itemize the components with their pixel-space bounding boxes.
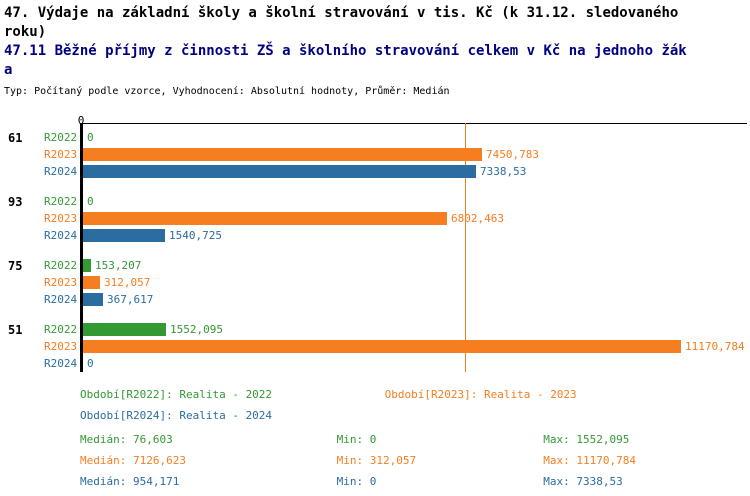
series-label: R2023 [44, 212, 78, 225]
value-label: 6802,463 [451, 212, 504, 225]
stats: Medián: 76,603 Min: 0 Max: 1552,095 Medi… [0, 429, 750, 492]
bar-row: R2024 0 [0, 355, 750, 372]
series-label: R2022 [44, 323, 78, 336]
series-label: R2022 [44, 131, 78, 144]
report-title-line-1: 47. Výdaje na základní školy a školní st… [4, 5, 679, 21]
bar [83, 229, 165, 242]
report-title-line-2: roku) [4, 24, 47, 40]
bar-row: 93 R2022 0 [0, 193, 750, 210]
bar [83, 212, 447, 225]
max-r2022: Max: 1552,095 [543, 433, 630, 446]
median-r2023: Medián: 7126,623 [80, 454, 186, 467]
bar-groups: 61 R2022 0 R2023 7450,783 R2024 7338,53 93 R2022… [0, 123, 750, 372]
category-label: 75 [8, 258, 23, 273]
bar-row: R2023 7450,783 [0, 146, 750, 163]
value-label: 1552,095 [170, 323, 223, 336]
value-label: 367,617 [107, 293, 154, 306]
plot-area: 61 R2022 0 R2023 7450,783 R2024 7338,53 93 R2022… [0, 123, 750, 372]
median-r2024: Medián: 954,171 [80, 475, 180, 488]
max-r2023: Max: 11170,784 [543, 454, 636, 467]
y-axis-line [80, 123, 83, 372]
report-subtitle-line-2: a [4, 62, 13, 78]
bar-group: 61 R2022 0 R2023 7450,783 R2024 7338,53 [0, 129, 750, 180]
axis-zero-label: 0 [77, 114, 85, 127]
series-label: R2024 [44, 165, 78, 178]
bar-row: 75 R2022 153,207 [0, 257, 750, 274]
bar-row: R2024 7338,53 [0, 163, 750, 180]
value-label: 0 [87, 357, 94, 370]
stats-row-r2022: Medián: 76,603 Min: 0 Max: 1552,095 [0, 429, 750, 450]
series-label: R2022 [44, 259, 78, 272]
value-label: 7338,53 [480, 165, 527, 178]
bar-chart: 0 61 R2022 0 R2023 7450,783 R2024 7338,53 93 R20… [0, 109, 750, 372]
legend-item-r2024: Období[R2024]: Realita - 2024 [80, 409, 273, 422]
bar [83, 340, 681, 353]
stats-row-r2023: Medián: 7126,623 Min: 312,057 Max: 11170… [0, 450, 750, 471]
bar [83, 276, 100, 289]
report-subtitle-line-1: 47.11 Běžné příjmy z činnosti ZŠ a školn… [4, 43, 687, 59]
legend-row-1: Období[R2022]: Realita - 2022 Období[R20… [0, 384, 750, 405]
series-label: R2024 [44, 293, 78, 306]
series-label: R2023 [44, 148, 78, 161]
bar-row: 51 R2022 1552,095 [0, 321, 750, 338]
bar-group: 93 R2022 0 R2023 6802,463 R2024 1540,725 [0, 193, 750, 244]
value-label: 0 [87, 131, 94, 144]
bar-row: R2023 312,057 [0, 274, 750, 291]
bar [83, 148, 482, 161]
series-label: R2024 [44, 357, 78, 370]
category-label: 61 [8, 130, 23, 145]
series-label: R2024 [44, 229, 78, 242]
median-r2022: Medián: 76,603 [80, 433, 173, 446]
category-label: 51 [8, 322, 23, 337]
bar [83, 165, 476, 178]
min-r2024: Min: 0 [336, 475, 377, 488]
legend: Období[R2022]: Realita - 2022 Období[R20… [0, 384, 750, 426]
bar [83, 323, 166, 336]
legend-item-r2022: Období[R2022]: Realita - 2022 [80, 388, 273, 401]
bar-group: 75 R2022 153,207 R2023 312,057 R2024 367,617 [0, 257, 750, 308]
max-r2024: Max: 7338,53 [543, 475, 623, 488]
value-label: 0 [87, 195, 94, 208]
bar-row: 61 R2022 0 [0, 129, 750, 146]
legend-item-r2023: Období[R2023]: Realita - 2023 [384, 388, 577, 401]
category-label: 93 [8, 194, 23, 209]
series-label: R2023 [44, 276, 78, 289]
axis-tick-row: 0 [0, 109, 750, 127]
bar-row: R2023 6802,463 [0, 210, 750, 227]
value-label: 312,057 [104, 276, 151, 289]
value-label: 153,207 [95, 259, 142, 272]
bar [83, 259, 91, 272]
series-label: R2022 [44, 195, 78, 208]
bar-row: R2024 1540,725 [0, 227, 750, 244]
value-label: 11170,784 [685, 340, 745, 353]
report-header: 47. Výdaje na základní školy a školní st… [0, 0, 750, 99]
series-label: R2023 [44, 340, 78, 353]
report-meta: Typ: Počítaný podle vzorce, Vyhodnocení:… [4, 86, 450, 97]
bar-row: R2024 367,617 [0, 291, 750, 308]
bar [83, 293, 103, 306]
plot-top-border [80, 123, 747, 124]
value-label: 7450,783 [486, 148, 539, 161]
value-label: 1540,725 [169, 229, 222, 242]
min-r2023: Min: 312,057 [336, 454, 417, 467]
median-line-r2023 [465, 123, 466, 372]
bar-group: 51 R2022 1552,095 R2023 11170,784 R2024 0 [0, 321, 750, 372]
legend-row-2: Období[R2024]: Realita - 2024 [0, 405, 750, 426]
min-r2022: Min: 0 [336, 433, 377, 446]
bar-row: R2023 11170,784 [0, 338, 750, 355]
stats-row-r2024: Medián: 954,171 Min: 0 Max: 7338,53 [0, 471, 750, 492]
